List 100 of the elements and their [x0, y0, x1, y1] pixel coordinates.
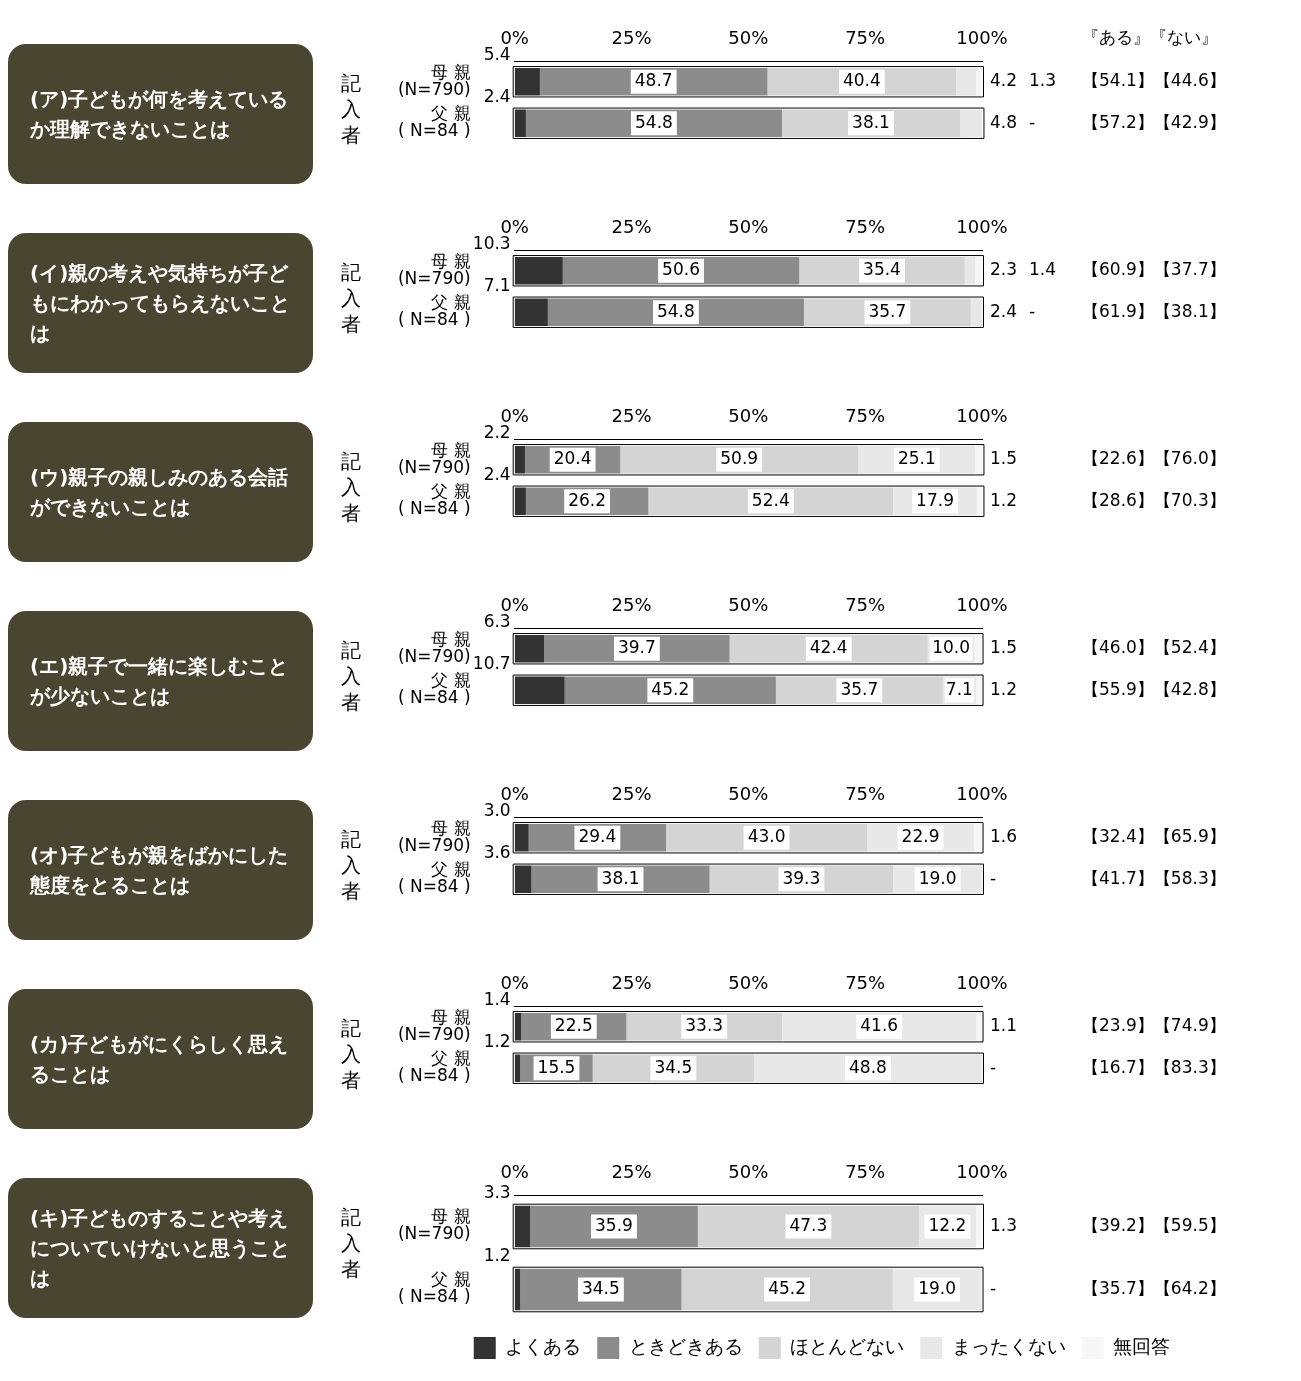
data-label: 54.8: [656, 300, 695, 321]
text: 【41.7】【58.3】: [1082, 867, 1226, 888]
text: 【22.6】【76.0】: [1082, 448, 1226, 469]
data-label: -: [1029, 300, 1036, 321]
data-label: 35.7: [840, 678, 879, 699]
data-label: 1.1: [990, 1015, 1018, 1036]
x-tick-label: 25%: [611, 215, 652, 237]
data-label: 25.1: [897, 448, 936, 469]
text: 【16.7】【83.3】: [1082, 1056, 1226, 1077]
x-tick-label: 75%: [845, 593, 886, 615]
x-tick-label: 50%: [728, 593, 769, 615]
x-tick-label: 50%: [728, 782, 769, 804]
text: 【35.7】【64.2】: [1082, 1277, 1226, 1298]
data-label: 2.4: [990, 300, 1018, 321]
y-axis-title: 記入者: [341, 637, 362, 715]
data-label: -: [1029, 111, 1036, 132]
data-label: 35.9: [595, 1214, 633, 1235]
text: 【39.2】【59.5】: [1082, 1214, 1226, 1235]
x-tick-label: 0%: [500, 1160, 529, 1182]
x-tick-label: 100%: [956, 1160, 1008, 1182]
y-tick-label: 母 親(N=790): [397, 817, 471, 855]
data-label: -: [990, 1277, 997, 1298]
text: (キ)子どものすることや考えについていけないと思うことは: [8, 1178, 313, 1318]
legend-label: ときどきある: [628, 1334, 743, 1357]
x-tick-label: 75%: [845, 404, 886, 426]
x-tick-label: 25%: [611, 971, 652, 993]
y-tick-label: 父 親( N=84 ): [398, 1048, 471, 1086]
x-tick-label: 75%: [845, 1160, 886, 1182]
data-label: 3.6: [483, 841, 511, 862]
data-label: 40.4: [842, 70, 881, 91]
data-label: 41.6: [860, 1015, 899, 1036]
data-label: 1.4: [1029, 259, 1057, 280]
y-tick-label: 母 親(N=790): [397, 1206, 471, 1244]
data-label: 34.5: [581, 1277, 620, 1298]
data-label: 7.1: [945, 678, 973, 699]
text: 【54.1】【44.6】: [1082, 70, 1226, 91]
data-label: 52.4: [751, 489, 790, 510]
y-tick-label: 父 親( N=84 ): [398, 481, 471, 519]
data-label: 1.2: [990, 678, 1018, 699]
text: 【32.4】【65.9】: [1082, 826, 1226, 847]
data-label: 2.4: [483, 463, 511, 484]
data-label: 50.6: [662, 259, 700, 280]
text: (エ)親子で一緒に楽しむことが少ないことは: [8, 611, 313, 751]
data-label: 4.2: [990, 70, 1018, 91]
data-label: 35.4: [863, 259, 901, 280]
data-label: 12.2: [928, 1214, 967, 1235]
data-label: 10.7: [472, 652, 511, 673]
y-tick-label: 母 親(N=790): [397, 61, 471, 99]
text: 【60.9】【37.7】: [1082, 259, 1226, 280]
data-label: 45.2: [768, 1277, 807, 1298]
data-label: 19.0: [918, 867, 957, 888]
y-tick-label: 母 親(N=790): [397, 250, 471, 288]
data-label: 15.5: [537, 1056, 576, 1077]
data-label: -: [990, 1056, 997, 1077]
x-tick-label: 100%: [956, 26, 1008, 48]
y-tick-label: 母 親(N=790): [397, 1006, 471, 1044]
y-axis-title: 記入者: [341, 1015, 362, 1093]
legend-label: よくある: [505, 1334, 582, 1357]
text: 【57.2】【42.9】: [1082, 111, 1226, 132]
data-label: 26.2: [568, 489, 607, 510]
data-label: 17.9: [916, 489, 954, 510]
x-tick-label: 50%: [728, 404, 769, 426]
y-tick-label: 母 親(N=790): [397, 439, 471, 477]
legend-label: 無回答: [1113, 1334, 1171, 1357]
data-label: 1.5: [990, 448, 1018, 469]
x-tick-label: 75%: [845, 971, 886, 993]
data-label: 3.3: [483, 1182, 511, 1203]
text: (オ)子どもが親をばかにした態度をとることは: [8, 800, 313, 940]
data-label: 22.5: [554, 1015, 593, 1036]
data-label: 54.8: [635, 111, 673, 132]
y-axis-title: 記入者: [341, 1204, 362, 1282]
y-axis-title: 記入者: [341, 70, 362, 148]
x-tick-label: 75%: [845, 26, 886, 48]
x-tick-label: 25%: [611, 1160, 652, 1182]
x-tick-label: 50%: [728, 26, 769, 48]
data-label: 1.2: [483, 1245, 511, 1266]
x-tick-label: 25%: [611, 593, 652, 615]
data-label: 22.9: [901, 826, 940, 847]
x-tick-label: 100%: [956, 782, 1008, 804]
text: (イ)親の考えや気持ちが子どもにわかってもらえないことは: [8, 233, 313, 373]
data-label: 39.3: [782, 867, 821, 888]
y-tick-label: 母 親(N=790): [397, 628, 471, 666]
y-axis-title: 記入者: [341, 259, 362, 337]
data-label: 19.0: [918, 1277, 957, 1298]
data-label: 7.1: [483, 274, 511, 295]
x-tick-label: 75%: [845, 782, 886, 804]
text: 【23.9】【74.9】: [1082, 1015, 1226, 1036]
data-label: 48.7: [634, 70, 673, 91]
data-label: -: [990, 867, 997, 888]
x-tick-label: 50%: [728, 215, 769, 237]
y-tick-label: 父 親( N=84 ): [398, 103, 471, 141]
text: 【61.9】【38.1】: [1082, 300, 1226, 321]
x-tick-label: 25%: [611, 782, 652, 804]
data-label: 35.7: [868, 300, 907, 321]
x-tick-label: 100%: [956, 404, 1008, 426]
data-label: 42.4: [809, 637, 848, 658]
data-label: 1.3: [1029, 70, 1057, 91]
legend-label: ほとんどない: [790, 1334, 905, 1357]
data-label: 38.1: [601, 867, 640, 888]
data-label: 50.9: [720, 448, 759, 469]
